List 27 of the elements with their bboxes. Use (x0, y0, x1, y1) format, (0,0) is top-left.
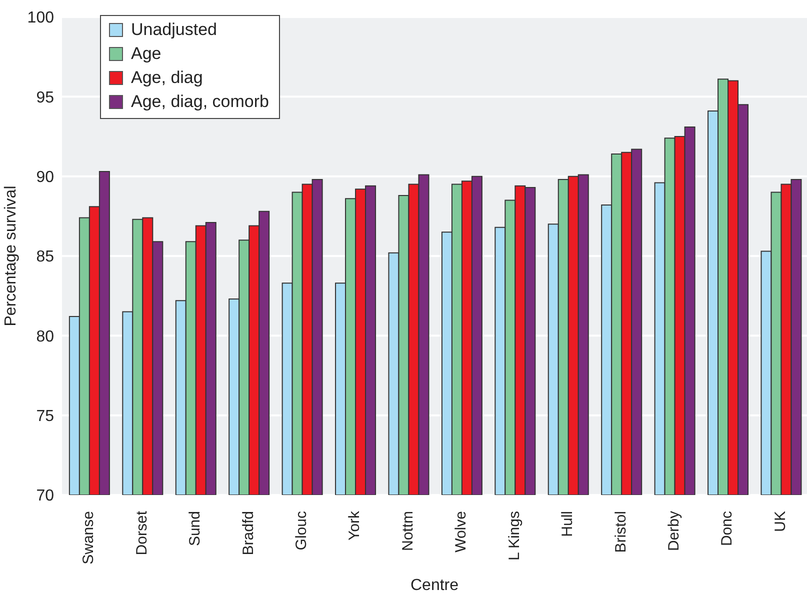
x-tick-label: Donc (718, 510, 736, 546)
x-tick-label: Bristol (612, 511, 630, 553)
x-tick-label: UK (772, 511, 789, 532)
x-tick-label: Glouc (292, 510, 310, 550)
y-tick-label: 70 (36, 488, 54, 505)
x-tick-label: Swanse (80, 511, 98, 564)
x-tick-label: Derby (665, 510, 682, 552)
x-tick-label: Dorset (133, 510, 150, 556)
x-tick-label: Bradfd (240, 511, 257, 556)
x-tick-label: York (346, 510, 364, 540)
x-tick-label: Sund (186, 511, 204, 546)
legend-label: Age (131, 43, 162, 65)
legend-label: Age, diag, comorb (131, 91, 269, 113)
x-tick-label: L Kings (506, 511, 523, 560)
x-tick-label: Nottm (399, 511, 416, 552)
y-axis-title: Percentage survival (2, 186, 20, 326)
y-tick-label: 95 (36, 89, 54, 106)
x-tick-label: Hull (559, 511, 576, 537)
y-tick-label: 75 (36, 408, 54, 426)
y-tick-label: 85 (36, 248, 54, 266)
legend-label: Unadjusted (131, 19, 218, 41)
y-tick-label: 80 (36, 328, 54, 346)
y-tick-label: 100 (27, 10, 54, 27)
x-tick-label: Wolve (452, 511, 470, 552)
x-axis-title: Centre (410, 577, 459, 594)
legend-label: Age, diag (131, 67, 203, 89)
y-tick-label: 90 (36, 169, 54, 186)
